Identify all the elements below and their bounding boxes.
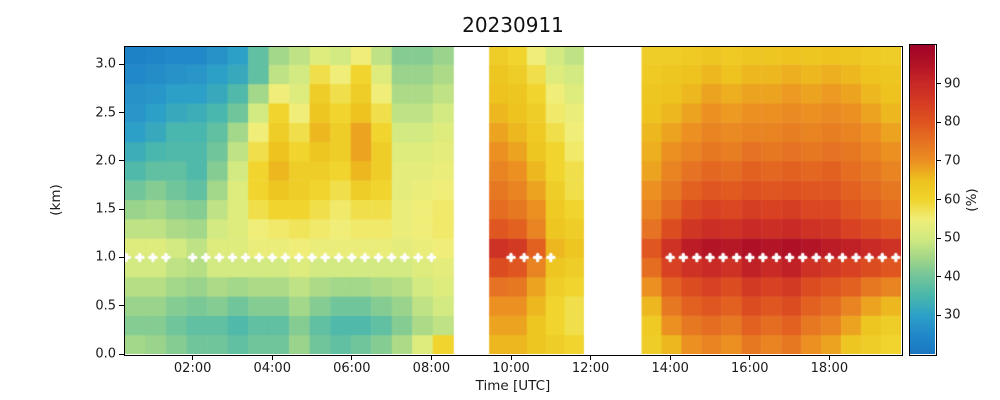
x-tick-label: 18:00	[810, 361, 849, 376]
x-tick-label: 12:00	[571, 361, 610, 376]
y-tick-label: 1.5	[95, 201, 116, 217]
x-tick-mark	[669, 355, 671, 360]
y-tick-label: 0.0	[95, 346, 116, 362]
colorbar-tick-mark	[936, 237, 941, 239]
y-tick-mark	[119, 112, 124, 114]
heatmap-plot-area	[125, 47, 901, 354]
colorbar-tick-mark	[936, 314, 941, 316]
x-tick-mark	[351, 355, 353, 360]
x-tick-label: 08:00	[412, 361, 451, 376]
colorbar-canvas	[910, 45, 935, 354]
colorbar-tick-mark	[936, 121, 941, 123]
x-tick-mark	[192, 355, 194, 360]
x-tick-mark	[828, 355, 830, 360]
heatmap-canvas	[125, 47, 901, 354]
y-tick-mark	[119, 305, 124, 307]
x-tick-mark	[271, 355, 273, 360]
y-tick-mark	[119, 353, 124, 355]
x-tick-label: 06:00	[333, 361, 371, 376]
colorbar-tick-mark	[936, 199, 941, 200]
y-tick-label: 1.0	[95, 249, 116, 265]
y-axis-label: (km)	[48, 184, 64, 216]
y-tick-label: 0.5	[95, 298, 116, 314]
x-tick-label: 14:00	[651, 361, 689, 376]
colorbar-tick-label: 30	[944, 307, 961, 323]
y-tick-label: 2.5	[95, 105, 116, 121]
colorbar-tick-label: 70	[944, 153, 961, 169]
x-axis-label: Time [UTC]	[475, 378, 551, 394]
y-tick-label: 2.0	[95, 153, 116, 169]
colorbar-tick-mark	[936, 83, 941, 85]
x-tick-mark	[510, 355, 512, 360]
colorbar-tick-label: 80	[944, 114, 961, 130]
x-tick-label: 16:00	[731, 361, 769, 376]
colorbar-label: (%)	[964, 188, 980, 212]
x-tick-label: 04:00	[253, 361, 291, 376]
y-tick-mark	[119, 256, 124, 258]
colorbar-tick-label: 40	[944, 269, 961, 285]
x-tick-mark	[430, 355, 432, 360]
x-tick-label: 10:00	[492, 361, 530, 376]
y-tick-mark	[119, 63, 124, 65]
x-tick-mark	[749, 355, 751, 360]
chart-title: 20230911	[462, 13, 564, 37]
colorbar-tick-label: 90	[944, 76, 961, 92]
y-tick-mark	[119, 160, 124, 162]
colorbar-tick-label: 60	[944, 192, 961, 207]
x-tick-label: 02:00	[173, 361, 212, 376]
y-tick-mark	[119, 208, 124, 210]
colorbar-tick-mark	[936, 160, 941, 162]
colorbar-tick-label: 50	[944, 230, 961, 246]
colorbar-tick-mark	[936, 276, 941, 278]
y-tick-label: 3.0	[95, 56, 116, 72]
x-tick-mark	[590, 355, 592, 360]
